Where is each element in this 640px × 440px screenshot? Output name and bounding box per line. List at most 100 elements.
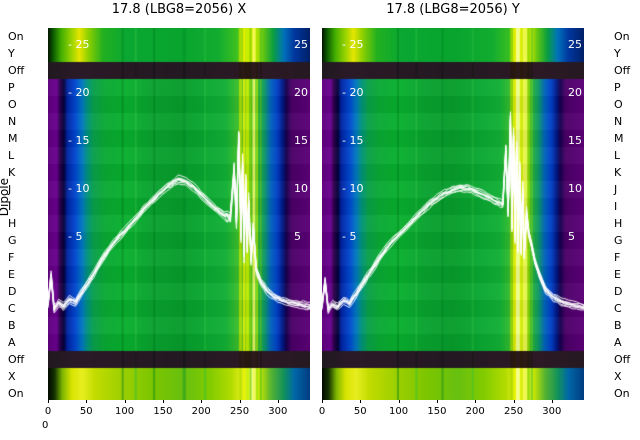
inner-y-tick-right: 20 — [294, 86, 308, 99]
panel-y: 17.8 (LBG8=2056) Y - 25 25 - 20 20 - 15 15 - 1… — [318, 0, 584, 440]
row-label: K — [8, 165, 16, 179]
x-tick-label: 300 — [268, 406, 288, 417]
row-label: L — [8, 148, 15, 162]
x-tick-label: 200 — [465, 406, 485, 417]
inner-y-tick-left: - 20 — [342, 86, 364, 99]
row-label: B — [8, 318, 16, 332]
x-tick-mark — [360, 400, 362, 403]
row-label: F — [8, 250, 15, 264]
x-tick-label: 0 — [44, 406, 52, 417]
row-label: G — [614, 233, 623, 247]
panel-x: 17.8 (LBG8=2056) X - 25 25 - 20 20 - 15 15 - 1… — [44, 0, 310, 440]
row-label: J — [614, 182, 618, 196]
x-tick-mark — [551, 400, 553, 403]
row-label: M — [614, 131, 624, 145]
x-tick-mark — [48, 400, 49, 403]
row-label: On — [614, 29, 630, 43]
inner-y-tick-right: 5 — [568, 230, 575, 243]
inner-y-tick-right: 5 — [294, 230, 301, 243]
x-tick-mark — [436, 400, 438, 403]
panel-y-title: 17.8 (LBG8=2056) Y — [386, 2, 520, 17]
x-tick-label: 250 — [503, 406, 524, 417]
row-label: A — [8, 335, 16, 349]
row-label: X — [8, 369, 16, 383]
inner-y-tick-right: 15 — [568, 134, 582, 147]
row-label: On — [8, 29, 24, 43]
stray-zero-tick: 0 — [42, 420, 49, 431]
row-label: Off — [614, 63, 631, 77]
row-label: O — [8, 97, 17, 111]
row-label: Off — [8, 63, 25, 77]
inner-y-tick-right: 10 — [294, 182, 308, 195]
inner-y-tick-right: 15 — [294, 134, 308, 147]
x-tick-label: 250 — [229, 406, 250, 417]
inner-y-tick-right: 25 — [294, 38, 308, 51]
row-label: A — [614, 335, 622, 349]
row-label: G — [8, 233, 17, 247]
inner-y-tick-left: - 10 — [68, 182, 90, 195]
x-tick-label: 200 — [191, 406, 211, 417]
row-label: Y — [614, 46, 621, 60]
x-tick-mark — [475, 400, 477, 403]
row-label: X — [614, 369, 622, 383]
row-label: Y — [8, 46, 15, 60]
inner-y-tick-left: - 5 — [68, 230, 83, 243]
row-label: D — [614, 284, 623, 298]
row-label: I — [614, 199, 618, 213]
x-tick-label: 300 — [542, 406, 562, 417]
x-tick-label: 50 — [353, 406, 367, 417]
row-label: I — [8, 199, 12, 213]
inner-y-tick-left: - 5 — [342, 230, 357, 243]
row-label: D — [8, 284, 17, 298]
x-tick-label: 150 — [427, 406, 447, 417]
row-label: H — [614, 216, 623, 230]
row-label: H — [8, 216, 17, 230]
row-label: E — [614, 267, 621, 281]
x-tick-label: 100 — [389, 406, 409, 417]
row-label: P — [614, 80, 621, 94]
x-tick-label: 50 — [79, 406, 93, 417]
row-label: O — [614, 97, 623, 111]
heatmap-y-canvas — [322, 28, 584, 400]
x-tick-label: 150 — [153, 406, 173, 417]
inner-y-tick-right: 25 — [568, 38, 582, 51]
row-label: M — [8, 131, 18, 145]
row-label: B — [614, 318, 622, 332]
row-label: L — [614, 148, 621, 162]
inner-y-tick-left: - 20 — [68, 86, 90, 99]
row-label: J — [8, 182, 12, 196]
row-label: On — [614, 386, 630, 400]
x-tick-mark — [513, 400, 515, 403]
inner-y-tick-left: - 25 — [68, 38, 90, 51]
x-tick-mark — [201, 400, 203, 403]
inner-y-tick-left: - 10 — [342, 182, 364, 195]
row-label: P — [8, 80, 15, 94]
x-tick-mark — [322, 400, 323, 403]
row-label: On — [8, 386, 24, 400]
x-tick-label: 0 — [318, 406, 326, 417]
x-tick-mark — [124, 400, 126, 403]
row-label: E — [8, 267, 15, 281]
x-tick-mark — [398, 400, 400, 403]
inner-y-tick-left: - 15 — [68, 134, 90, 147]
row-label: Off — [614, 352, 631, 366]
row-label: F — [614, 250, 621, 264]
row-label: N — [614, 114, 623, 128]
row-label: N — [8, 114, 17, 128]
inner-y-tick-right: 20 — [568, 86, 582, 99]
x-tick-mark — [162, 400, 164, 403]
inner-y-tick-left: - 15 — [342, 134, 364, 147]
x-tick-label: 100 — [115, 406, 135, 417]
row-label: C — [8, 301, 16, 315]
row-label: C — [614, 301, 622, 315]
x-tick-mark — [239, 400, 241, 403]
x-tick-mark — [277, 400, 279, 403]
row-label: K — [614, 165, 622, 179]
row-label: Off — [8, 352, 25, 366]
x-tick-mark — [86, 400, 88, 403]
heatmap-x-canvas — [48, 28, 310, 400]
inner-y-tick-left: - 25 — [342, 38, 364, 51]
inner-y-tick-right: 10 — [568, 182, 582, 195]
panel-x-title: 17.8 (LBG8=2056) X — [111, 2, 247, 17]
